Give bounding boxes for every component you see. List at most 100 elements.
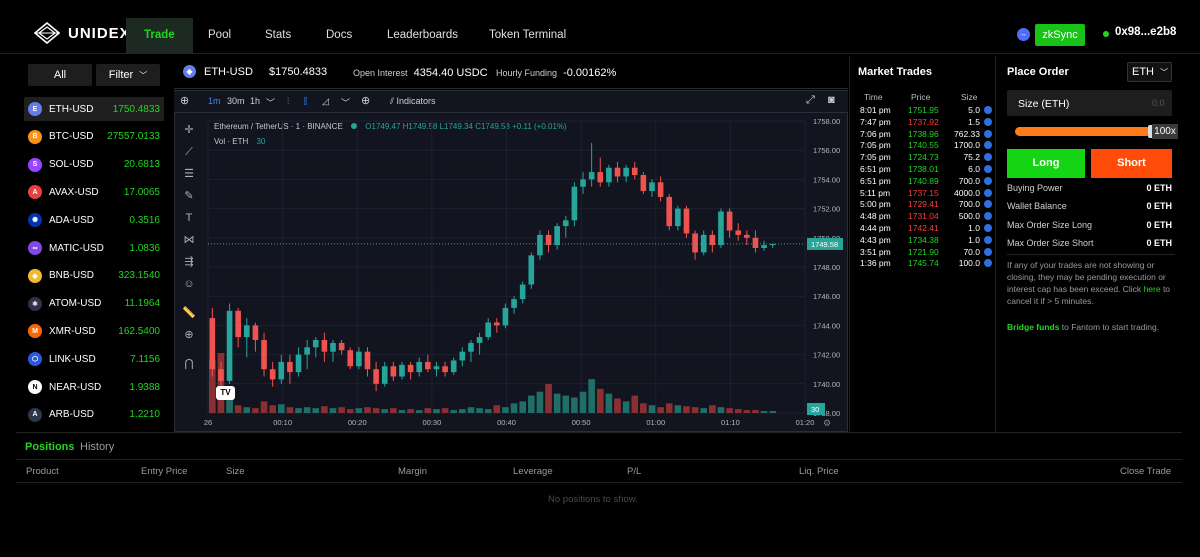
info-label: Wallet Balance (1007, 201, 1067, 211)
trade-time: 5:00 pm (860, 199, 891, 210)
interval-dropdown-icon[interactable]: ﹀ (266, 98, 276, 108)
price-chart[interactable]: 1758.001756.001754.001752.001750.001748.… (175, 113, 847, 431)
fullscreen-icon[interactable]: ⤢ (806, 94, 815, 106)
candle (252, 325, 259, 340)
market-row-bnb-usd[interactable]: ◆ BNB-USD 323.1540 (24, 264, 164, 288)
interval-1m[interactable]: 1m (208, 96, 221, 106)
area-style-icon[interactable]: ◿ (322, 96, 329, 106)
ruler-icon[interactable]: 📏 (182, 307, 196, 319)
brand-logo[interactable]: UNIDEX (34, 22, 131, 44)
nav-docs[interactable]: Docs (326, 29, 353, 41)
tab-history[interactable]: History (80, 441, 115, 453)
market-row-link-usd[interactable]: ⬡ LINK-USD 7.1156 (24, 347, 164, 371)
add-symbol-icon[interactable]: ⊕ (180, 95, 190, 107)
ohlc-open: O1749.47 (365, 122, 401, 131)
market-price: 1.2210 (129, 409, 160, 421)
info-value: 0 ETH (1146, 201, 1172, 211)
market-row-btc-usd[interactable]: B BTC-USD 27557.0133 (24, 125, 164, 149)
indicators-icon: ⫽ (390, 96, 395, 106)
crosshair-icon[interactable]: ✛ (184, 124, 194, 136)
network-button[interactable]: zkSync (1035, 24, 1085, 46)
nav-pool[interactable]: Pool (208, 29, 232, 41)
market-row-sol-usd[interactable]: S SOL-USD 20.6813 (24, 153, 164, 177)
market-row-atom-usd[interactable]: ⚛ ATOM-USD 11.1964 (24, 292, 164, 316)
market-row-eth-usd[interactable]: E ETH-USD 1750.4833 (24, 97, 164, 121)
trade-price: 1737.92 (908, 116, 939, 127)
leverage-slider[interactable] (1015, 127, 1151, 136)
ohlc-low: L1749.34 (439, 122, 473, 131)
volume-bar (484, 409, 492, 413)
matic-icon: ∞ (28, 241, 42, 255)
bridge-funds-link[interactable]: Bridge funds (1007, 322, 1060, 332)
volume-bar (519, 401, 526, 413)
nav-leaderboards[interactable]: Leaderboards (387, 29, 458, 41)
cancel-here-link[interactable]: here (1143, 284, 1161, 294)
fib-icon[interactable]: ☰ (184, 168, 194, 180)
style-dropdown-icon[interactable]: ﹀ (341, 98, 351, 108)
trade-row: 7:05 pm 1740.55 1700.0 (858, 140, 994, 152)
y-tick-label: 1746.00 (813, 292, 840, 301)
zoom-icon[interactable]: ⊕ (184, 329, 194, 341)
volume-bar (226, 393, 233, 413)
settings-gear-icon: ⚙ (823, 419, 831, 429)
eth-coin-icon (984, 235, 992, 244)
candle (614, 167, 621, 177)
volume-value: 30 (256, 137, 266, 146)
interval-30m[interactable]: 30m (227, 96, 245, 106)
candle (519, 284, 526, 300)
nav-stats[interactable]: Stats (265, 29, 292, 41)
market-row-matic-usd[interactable]: ∞ MATIC-USD 1.0836 (24, 236, 164, 260)
asset-select[interactable]: ETH ﹀ (1127, 62, 1172, 82)
trade-row: 7:05 pm 1724.73 75.2 (858, 152, 994, 164)
candle (459, 351, 466, 361)
eth-coin-icon (984, 176, 992, 185)
trade-price: 1724.73 (908, 152, 939, 163)
trade-time: 7:05 pm (860, 140, 891, 151)
candle (442, 366, 448, 373)
market-row-avax-usd[interactable]: A AVAX-USD 17.0065 (24, 180, 164, 204)
interval-1h[interactable]: 1h (250, 96, 261, 106)
size-input[interactable] (1007, 90, 1172, 116)
trade-size: 700.0 (958, 175, 980, 186)
camera-icon[interactable]: ◙ (828, 94, 835, 106)
forecast-icon[interactable]: ⇶ (184, 256, 194, 268)
text-tool-icon[interactable]: T (185, 212, 193, 224)
emoji-icon[interactable]: ☺ (183, 278, 195, 290)
candle (597, 172, 604, 183)
nav-token-terminal[interactable]: Token Terminal (489, 29, 567, 41)
leverage-slider-handle[interactable] (1148, 125, 1154, 138)
candle-style-icon[interactable]: ⫿ (304, 96, 307, 106)
filter-button[interactable]: Filter ﹀ (96, 64, 160, 86)
eth-coin-icon (984, 188, 992, 197)
indicators-button[interactable]: ⫽ Indicators (390, 96, 436, 107)
pattern-icon[interactable]: ⋈ (183, 234, 195, 246)
max-short-row: Max Order Size Short 0 ETH (1007, 238, 1172, 252)
wallet-address-button[interactable]: 0x98...e2b8 (1115, 26, 1177, 38)
long-button[interactable]: Long (1007, 149, 1085, 178)
trade-price: 1737.15 (908, 187, 939, 198)
candle (502, 307, 509, 326)
y-tick-label: 1754.00 (813, 175, 840, 184)
all-markets-button[interactable]: All (28, 64, 92, 86)
tab-positions[interactable]: Positions (25, 441, 75, 453)
market-row-near-usd[interactable]: N NEAR-USD 1.9388 (24, 375, 164, 399)
magnet-icon[interactable]: ⋂ (184, 358, 194, 370)
volume-bar (493, 405, 501, 413)
compare-icon[interactable]: ⊕ (361, 95, 371, 107)
bar-style-icon[interactable]: ⫶ (287, 96, 290, 106)
unidex-logo-icon (34, 22, 60, 44)
nav-trade[interactable]: Trade (126, 18, 193, 53)
trade-time: 6:51 pm (860, 175, 891, 186)
market-row-xmr-usd[interactable]: M XMR-USD 162.5400 (24, 319, 164, 343)
short-button[interactable]: Short (1091, 149, 1172, 178)
eth-coin-icon (984, 106, 992, 114)
volume-bar (752, 410, 759, 413)
volume-bar (743, 410, 751, 413)
market-row-arb-usd[interactable]: A ARB-USD 1.2210 (24, 403, 164, 427)
market-row-ada-usd[interactable]: ✺ ADA-USD 0.3516 (24, 208, 164, 232)
trendline-icon[interactable]: ⟋ (185, 146, 193, 158)
eth-coin-icon (984, 141, 992, 150)
hourly-funding-label: Hourly Funding (496, 68, 558, 78)
size-input-label: Size (ETH) (1018, 98, 1070, 110)
brush-icon[interactable]: ✎ (184, 190, 194, 202)
